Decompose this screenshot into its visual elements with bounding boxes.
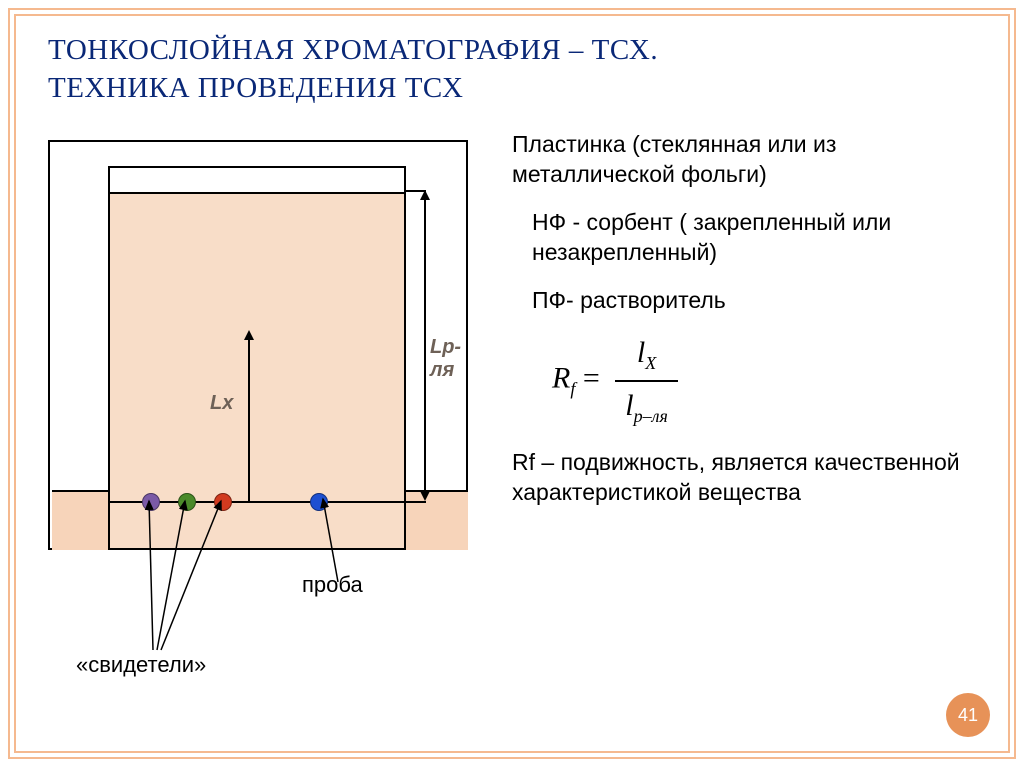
desc-rf: Rf – подвижность, является качественной … xyxy=(512,448,982,508)
rf-formula: Rf = lX lр–ля xyxy=(552,333,982,428)
description-block: Пластинка (стеклянная или из металлическ… xyxy=(512,130,982,526)
proba-label: проба xyxy=(302,572,363,598)
slide-title: ТОНКОСЛОЙНАЯ ХРОМАТОГРАФИЯ – ТСХ.ТЕХНИКА… xyxy=(48,32,658,107)
tlc-diagram: Lx Lр-ля проба «свидетели» xyxy=(48,140,478,670)
desc-plate: Пластинка (стеклянная или из металлическ… xyxy=(512,130,982,190)
svidet-label: «свидетели» xyxy=(76,652,206,678)
desc-nf: НФ - сорбент ( закрепленный или незакреп… xyxy=(532,208,982,268)
page-number-badge: 41 xyxy=(946,693,990,737)
pointer-lines xyxy=(48,140,498,700)
desc-pf: ПФ- растворитель xyxy=(532,286,982,316)
